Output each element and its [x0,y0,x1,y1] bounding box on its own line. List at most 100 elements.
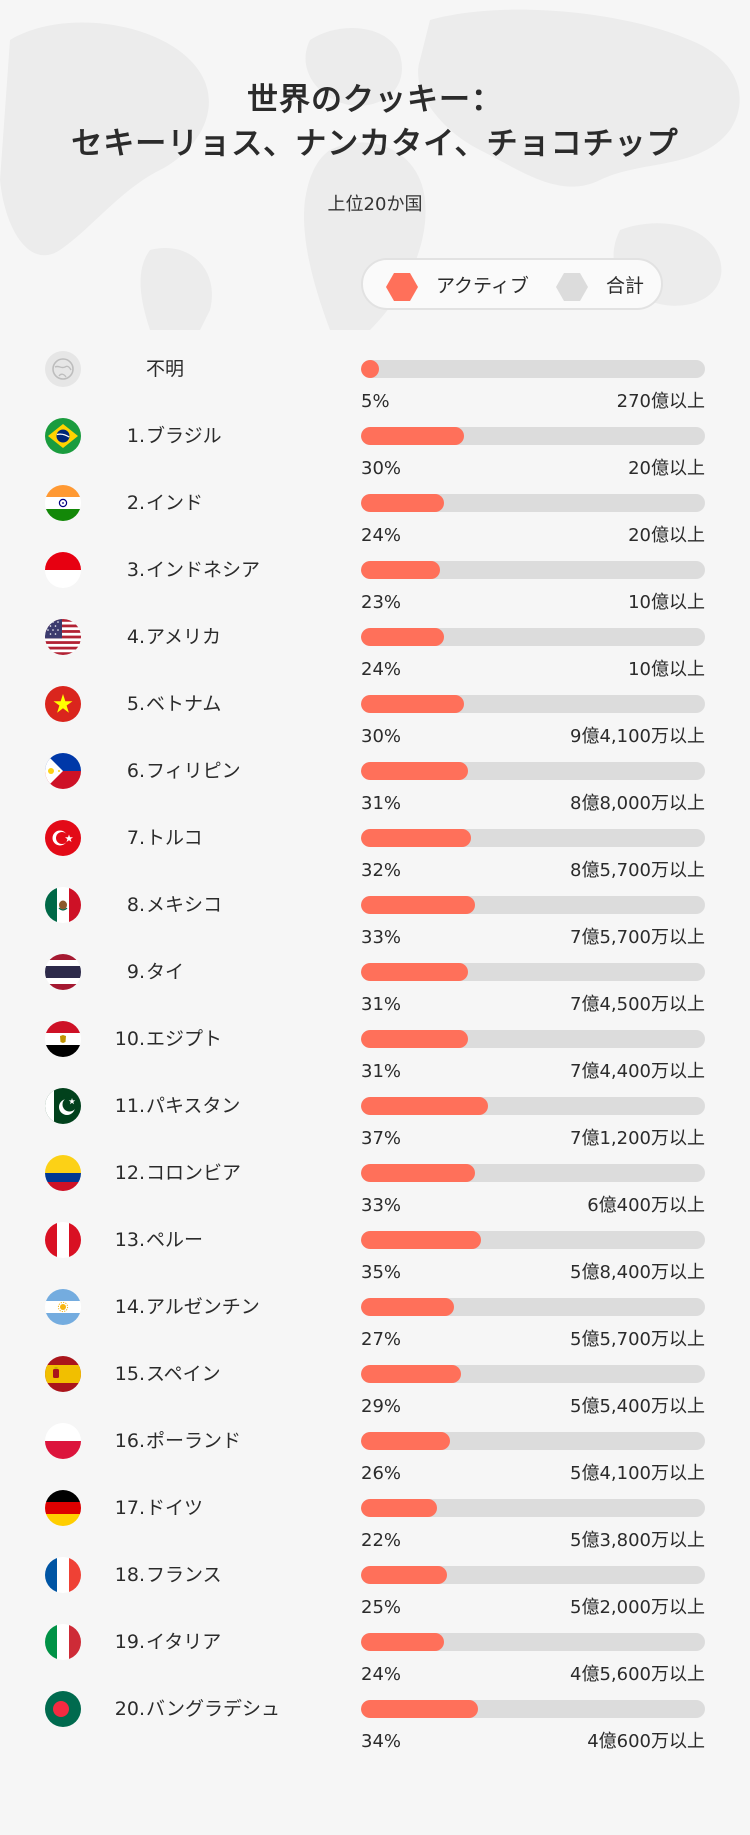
bar-active-fill [361,695,464,713]
bar-row: 9. タイ 31% 7億4,500万以上 [0,954,750,1021]
legend-active-swatch-icon [386,273,418,301]
bar-active-fill [361,561,440,579]
active-percent-label: 35% [361,1262,402,1283]
active-percent-label: 25% [361,1597,402,1618]
bar-active-fill [361,427,464,445]
country-label: 17. ドイツ [0,1490,750,1526]
active-percent-label: 26% [361,1463,402,1484]
bar-total-track [361,427,705,445]
bar-total-track [361,1432,705,1450]
legend-active-label: アクティブ [436,275,529,297]
bar-row: 12. コロンビア 33% 6億400万以上 [0,1155,750,1222]
total-label: 9億4,100万以上 [570,726,705,747]
total-label: 10億以上 [628,659,705,680]
bar-total-track [361,1164,705,1182]
country-name: メキシコ [146,894,223,916]
total-label: 20億以上 [628,525,705,546]
turkey-flag-icon [45,820,81,856]
rank-label: 6. [126,760,145,782]
bar-row: 2. インド 24% 20億以上 [0,485,750,552]
country-name: アルゼンチン [146,1296,260,1318]
active-percent-label: 29% [361,1396,402,1417]
rank-label: 17. [114,1497,145,1519]
legend: アクティブ 合計 [361,258,663,310]
total-label: 10億以上 [628,592,705,613]
bar-row: 5. ベトナム 30% 9億4,100万以上 [0,686,750,753]
indonesia-flag-icon [45,552,81,588]
country-name: ドイツ [146,1497,204,1519]
active-percent-label: 24% [361,525,402,546]
country-label: 14. アルゼンチン [0,1289,750,1325]
bar-row: 1. ブラジル 30% 20億以上 [0,418,750,485]
bar-active-fill [361,1432,450,1450]
country-name: フランス [146,1564,222,1586]
country-name: ベトナム [146,693,222,715]
country-label: 16. ポーランド [0,1423,750,1459]
bar-active-fill [361,1231,481,1249]
country-label: 2. インド [0,485,750,521]
active-percent-label: 27% [361,1329,402,1350]
bar-row: 4. アメリカ 24% 10億以上 [0,619,750,686]
rank-label: 8. [126,894,145,916]
bar-row: 11. パキスタン 37% 7億1,200万以上 [0,1088,750,1155]
active-percent-label: 5% [361,391,390,412]
active-percent-label: 30% [361,458,402,479]
country-name: コロンビア [146,1162,242,1184]
rank-label: 19. [114,1631,145,1653]
total-label: 4億600万以上 [587,1731,705,1752]
country-name: ブラジル [146,425,222,447]
country-label: 12. コロンビア [0,1155,750,1191]
bar-active-fill [361,360,379,378]
bar-active-fill [361,1164,475,1182]
bar-active-fill [361,1566,447,1584]
total-label: 8億5,700万以上 [570,860,705,881]
country-label: 不明 [0,351,750,387]
rank-label: 13. [114,1229,145,1251]
total-label: 5億3,800万以上 [570,1530,705,1551]
country-label: 8. メキシコ [0,887,750,923]
rank-label: 10. [114,1028,145,1050]
rank-label: 12. [114,1162,145,1184]
total-label: 6億400万以上 [587,1195,705,1216]
active-percent-label: 33% [361,927,402,948]
title-line-2: セキーリョス、ナンカタイ、チョコチップ [71,126,679,162]
rank-label: 2. [126,492,145,514]
country-name: タイ [146,961,185,983]
country-label: 18. フランス [0,1557,750,1593]
france-flag-icon [45,1557,81,1593]
country-label: 5. ベトナム [0,686,750,722]
philippines-flag-icon [45,753,81,789]
active-percent-label: 31% [361,994,402,1015]
india-flag-icon [45,485,81,521]
egypt-flag-icon [45,1021,81,1057]
bar-row: 18. フランス 25% 5億2,000万以上 [0,1557,750,1624]
country-name: イタリア [146,1631,222,1653]
country-name: アメリカ [146,626,222,648]
country-label: 10. エジプト [0,1021,750,1057]
bar-row: 19. イタリア 24% 4億5,600万以上 [0,1624,750,1691]
bar-row: 17. ドイツ 22% 5億3,800万以上 [0,1490,750,1557]
total-label: 5億8,400万以上 [570,1262,705,1283]
bar-active-fill [361,628,444,646]
total-label: 7億1,200万以上 [570,1128,705,1149]
total-label: 5億5,400万以上 [570,1396,705,1417]
bar-total-track [361,1231,705,1249]
total-label: 5億4,100万以上 [570,1463,705,1484]
country-name: インド [146,492,204,514]
active-percent-label: 23% [361,592,402,613]
country-label: 3. インドネシア [0,552,750,588]
country-name: フィリピン [146,760,241,782]
brazil-flag-icon [45,418,81,454]
active-percent-label: 30% [361,726,402,747]
rank-label: 18. [114,1564,145,1586]
active-percent-label: 24% [361,1664,402,1685]
germany-flag-icon [45,1490,81,1526]
rank-label: 7. [126,827,145,849]
country-label: 1. ブラジル [0,418,750,454]
total-label: 7億4,500万以上 [570,994,705,1015]
italy-flag-icon [45,1624,81,1660]
bar-row: 14. アルゼンチン 27% 5億5,700万以上 [0,1289,750,1356]
rank-label: 16. [114,1430,145,1452]
country-name: ペルー [146,1229,204,1251]
